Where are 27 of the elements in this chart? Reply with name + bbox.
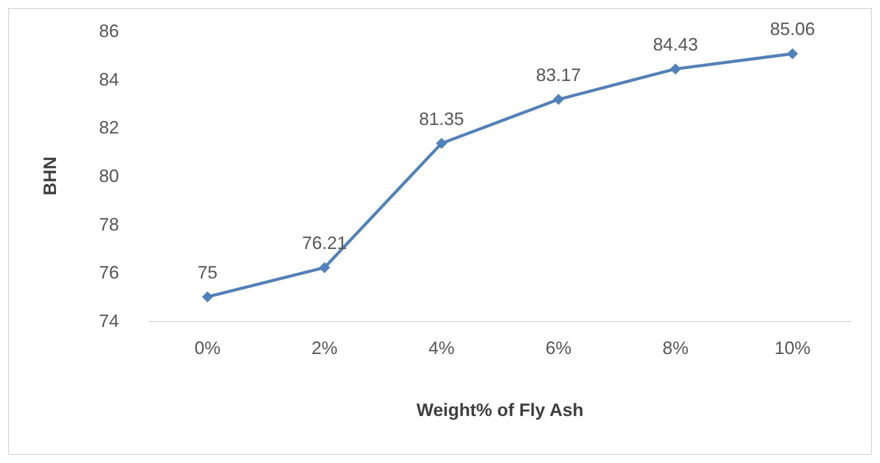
x-tick-label: 6% <box>545 338 572 358</box>
data-label: 76.21 <box>302 233 348 254</box>
y-tick-label: 82 <box>98 118 119 138</box>
x-axis-title: Weight% of Fly Ash <box>416 400 584 420</box>
point <box>553 94 564 105</box>
y-tick-label: 78 <box>98 214 119 234</box>
x-tick-label: 10% <box>774 338 811 358</box>
y-tick-label: 84 <box>98 69 119 90</box>
data-label: 83.17 <box>536 64 582 85</box>
x-tick-label: 4% <box>428 338 455 358</box>
point <box>787 48 798 60</box>
data-label: 81.35 <box>418 108 464 129</box>
y-axis-title: BHN <box>40 156 60 196</box>
point <box>670 63 681 74</box>
y-tick-label: 80 <box>98 166 119 186</box>
y-tick-label: 74 <box>98 311 119 331</box>
data-label: 85.06 <box>770 19 816 40</box>
y-tick-label: 76 <box>98 262 119 283</box>
point <box>202 291 213 302</box>
point <box>319 262 330 274</box>
point <box>436 138 447 149</box>
x-tick-label: 0% <box>194 338 221 358</box>
data-label: 75 <box>197 262 218 282</box>
x-tick-label: 8% <box>662 338 689 358</box>
y-tick-label: 86 <box>98 21 119 41</box>
data-label: 84.43 <box>652 34 698 54</box>
x-tick-label: 2% <box>311 338 338 358</box>
